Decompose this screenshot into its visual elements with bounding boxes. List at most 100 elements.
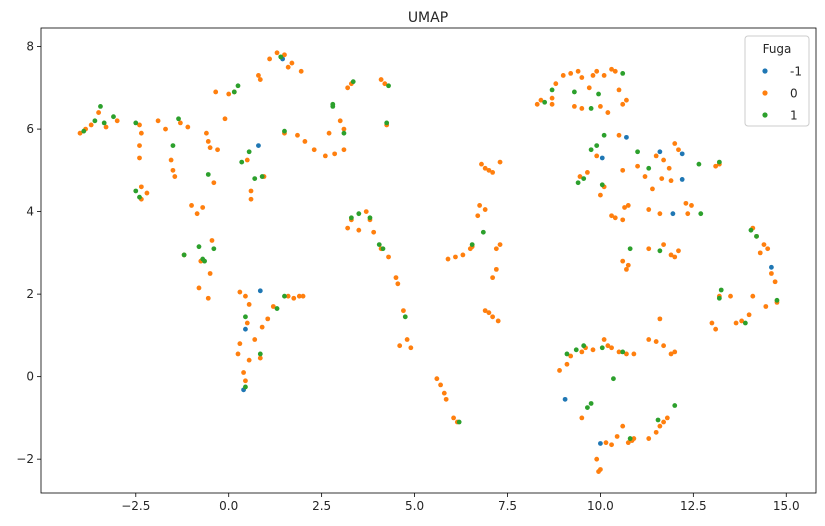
scatter-point bbox=[739, 318, 745, 324]
scatter-point bbox=[356, 227, 362, 233]
scatter-point bbox=[624, 351, 629, 357]
scatter-point bbox=[341, 126, 347, 132]
scatter-point bbox=[205, 172, 211, 177]
scatter-point bbox=[579, 415, 585, 421]
scatter-point bbox=[376, 242, 382, 248]
scatter-point bbox=[235, 83, 241, 89]
scatter-point bbox=[378, 77, 384, 82]
scatter-point bbox=[646, 337, 652, 342]
scatter-point bbox=[137, 194, 142, 200]
scatter-point bbox=[209, 238, 215, 243]
scatter-point bbox=[631, 351, 637, 357]
scatter-point bbox=[763, 304, 769, 309]
scatter-point bbox=[257, 77, 263, 82]
scatter-point bbox=[573, 347, 579, 353]
scatter-point bbox=[579, 75, 585, 80]
scatter-point bbox=[646, 165, 652, 171]
scatter-point bbox=[590, 73, 596, 78]
scatter-point bbox=[571, 103, 577, 109]
scatter-point bbox=[605, 343, 611, 349]
scatter-point bbox=[111, 114, 116, 120]
scatter-point bbox=[453, 254, 458, 260]
scatter-point bbox=[742, 320, 748, 326]
scatter-point bbox=[620, 258, 626, 264]
scatter-point bbox=[480, 229, 486, 235]
scatter-point bbox=[564, 361, 570, 367]
scatter-point bbox=[101, 120, 107, 126]
scatter-point bbox=[497, 159, 503, 165]
scatter-point bbox=[625, 440, 631, 446]
scatter-point bbox=[562, 396, 568, 402]
scatter-point bbox=[557, 368, 562, 373]
scatter-point bbox=[601, 132, 607, 138]
scatter-point bbox=[672, 254, 678, 260]
scatter-point bbox=[635, 149, 640, 155]
scatter-point bbox=[445, 256, 451, 262]
y-tick-label: 8 bbox=[26, 40, 34, 54]
scatter-point bbox=[616, 349, 622, 355]
scatter-point bbox=[296, 293, 302, 299]
scatter-point bbox=[81, 128, 87, 134]
scatter-point bbox=[670, 211, 676, 217]
scatter-point bbox=[170, 167, 176, 173]
legend-marker bbox=[762, 90, 768, 96]
scatter-point bbox=[598, 467, 603, 472]
scatter-point bbox=[177, 120, 183, 126]
scatter-point bbox=[441, 390, 447, 396]
scatter-point bbox=[345, 225, 351, 231]
scatter-point bbox=[549, 95, 555, 101]
scatter-point bbox=[231, 89, 237, 95]
scatter-point bbox=[620, 70, 626, 76]
scatter-point bbox=[549, 101, 555, 107]
scatter-point bbox=[585, 170, 590, 175]
scatter-point bbox=[257, 351, 263, 357]
scatter-point bbox=[237, 289, 243, 295]
scatter-point bbox=[490, 314, 496, 320]
scatter-point bbox=[575, 180, 581, 186]
scatter-point bbox=[138, 184, 144, 190]
scatter-point bbox=[635, 163, 640, 169]
scatter-point bbox=[285, 293, 291, 299]
scatter-point bbox=[568, 353, 574, 359]
scatter-point bbox=[98, 103, 103, 109]
plot-area-frame bbox=[40, 27, 817, 494]
legend-title: Fuga bbox=[763, 42, 792, 56]
scatter-point bbox=[282, 52, 287, 58]
x-axis: −2.5 0.0 2.5 5.0 7.5 10.0 12.5 15.0 bbox=[121, 493, 800, 513]
scatter-point bbox=[598, 192, 603, 198]
scatter-point bbox=[222, 116, 228, 122]
scatter-points-layer bbox=[77, 50, 780, 474]
scatter-point bbox=[295, 132, 300, 138]
scatter-point bbox=[386, 83, 391, 89]
scatter-point bbox=[402, 314, 408, 320]
scatter-point bbox=[716, 295, 722, 301]
scatter-point bbox=[585, 405, 590, 410]
scatter-point bbox=[248, 196, 254, 202]
scatter-point bbox=[495, 318, 501, 324]
scatter-point bbox=[337, 118, 343, 124]
scatter-point bbox=[672, 349, 678, 355]
legend-label: 0 bbox=[790, 87, 798, 101]
scatter-point bbox=[733, 320, 739, 326]
y-tick-label: −2 bbox=[16, 452, 34, 466]
scatter-point bbox=[274, 50, 280, 56]
scatter-point bbox=[646, 436, 652, 441]
scatter-point bbox=[460, 252, 466, 258]
x-tick-label: 7.5 bbox=[498, 499, 517, 513]
scatter-point bbox=[650, 186, 655, 192]
scatter-point bbox=[213, 89, 219, 95]
scatter-point bbox=[553, 81, 559, 87]
scatter-point bbox=[661, 419, 666, 425]
scatter-point bbox=[625, 262, 631, 268]
scatter-point bbox=[239, 159, 245, 165]
scatter-point bbox=[599, 155, 605, 161]
scatter-point bbox=[404, 337, 410, 342]
scatter-point bbox=[282, 128, 287, 134]
scatter-point bbox=[620, 101, 626, 107]
scatter-point bbox=[598, 103, 603, 109]
legend-marker bbox=[762, 112, 768, 118]
scatter-point bbox=[657, 149, 663, 155]
scatter-point bbox=[493, 266, 499, 272]
x-tick-label: 0.0 bbox=[219, 499, 238, 513]
scatter-point bbox=[605, 110, 611, 115]
